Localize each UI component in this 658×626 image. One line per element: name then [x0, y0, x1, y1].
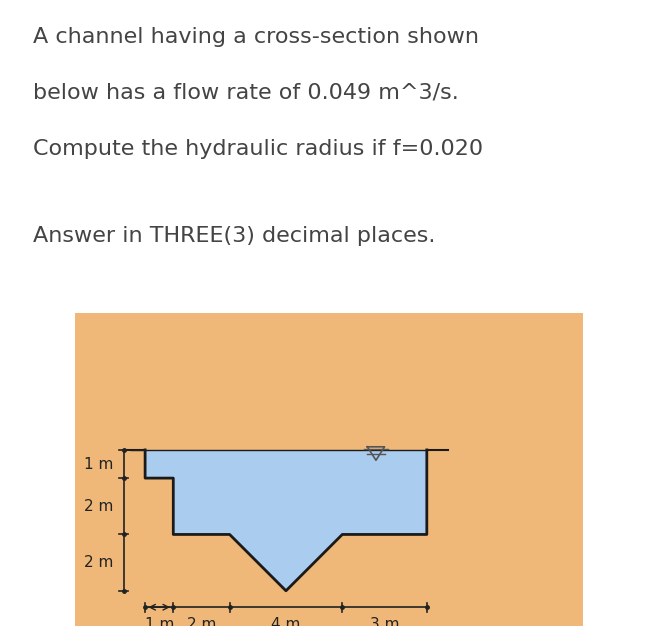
Text: 2 m: 2 m [84, 499, 114, 514]
Text: 4 m: 4 m [271, 617, 301, 626]
Text: A channel having a cross-section shown: A channel having a cross-section shown [33, 26, 479, 46]
Text: Answer in THREE(3) decimal places.: Answer in THREE(3) decimal places. [33, 225, 436, 245]
Polygon shape [427, 313, 583, 626]
Text: 2 m: 2 m [84, 555, 114, 570]
Text: Compute the hydraulic radius if f=0.020: Compute the hydraulic radius if f=0.020 [33, 140, 483, 160]
Text: 2 m: 2 m [187, 617, 216, 626]
Polygon shape [145, 478, 427, 626]
Text: below has a flow rate of 0.049 m^3/s.: below has a flow rate of 0.049 m^3/s. [33, 83, 459, 103]
Polygon shape [75, 313, 145, 626]
Text: 3 m: 3 m [370, 617, 399, 626]
Text: 1 m: 1 m [84, 456, 114, 471]
Polygon shape [145, 450, 427, 591]
Text: 1 m: 1 m [145, 617, 174, 626]
